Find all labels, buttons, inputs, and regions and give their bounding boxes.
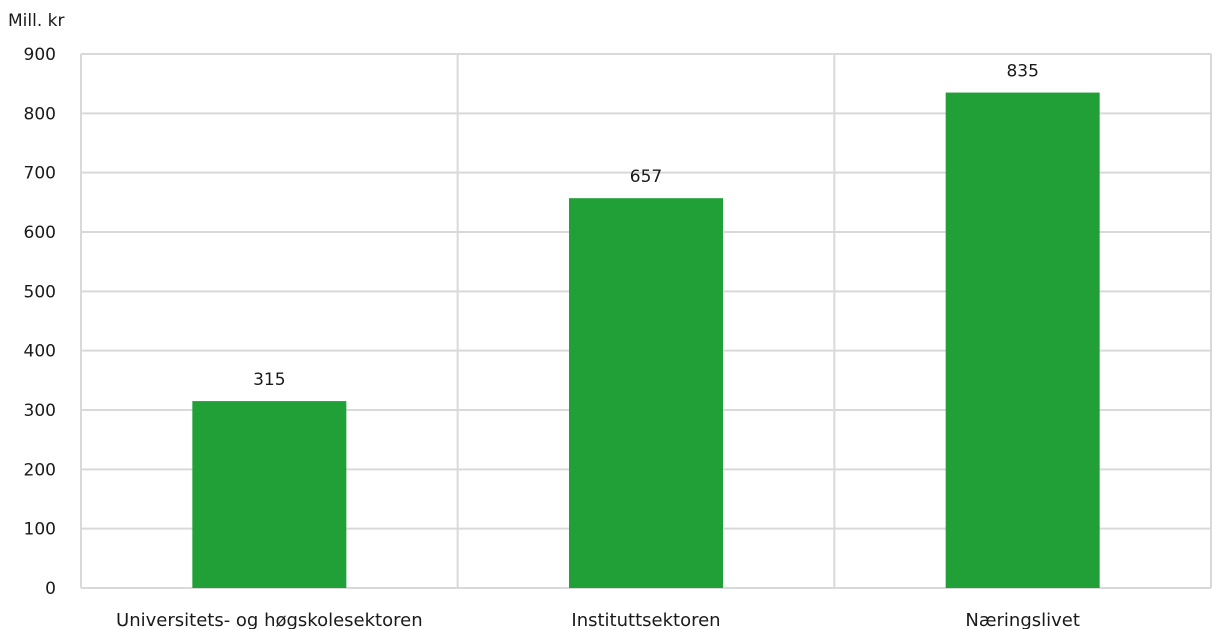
- data-labels: 315 657 835: [253, 62, 1039, 391]
- data-label: 657: [630, 167, 662, 187]
- x-tick-label: Instituttsektoren: [571, 610, 720, 629]
- y-tick-label: 900: [24, 45, 56, 65]
- y-tick-label: 400: [24, 342, 56, 362]
- bar: [945, 92, 1100, 589]
- y-tick-label: 800: [24, 104, 56, 124]
- y-tick-label: 700: [24, 164, 56, 184]
- data-label: 835: [1006, 62, 1038, 82]
- x-tick-label: Næringslivet: [965, 610, 1080, 629]
- bar: [192, 401, 347, 588]
- y-tick-label: 0: [45, 579, 56, 599]
- y-axis-label: Mill. kr: [8, 11, 64, 31]
- data-label: 315: [253, 370, 285, 390]
- bars: [192, 92, 1100, 589]
- y-tick-label: 300: [24, 401, 56, 421]
- y-tick-label: 600: [24, 223, 56, 243]
- y-tick-label: 200: [24, 460, 56, 480]
- y-tick-label: 100: [24, 520, 56, 540]
- bar: [569, 198, 723, 588]
- y-tick-label: 500: [24, 282, 56, 302]
- x-tick-label: Universitets- og høgskolesektoren: [116, 610, 423, 629]
- axes: 0 100 200 300 400 500 600 700 800 900 Universitets…: [24, 45, 1080, 629]
